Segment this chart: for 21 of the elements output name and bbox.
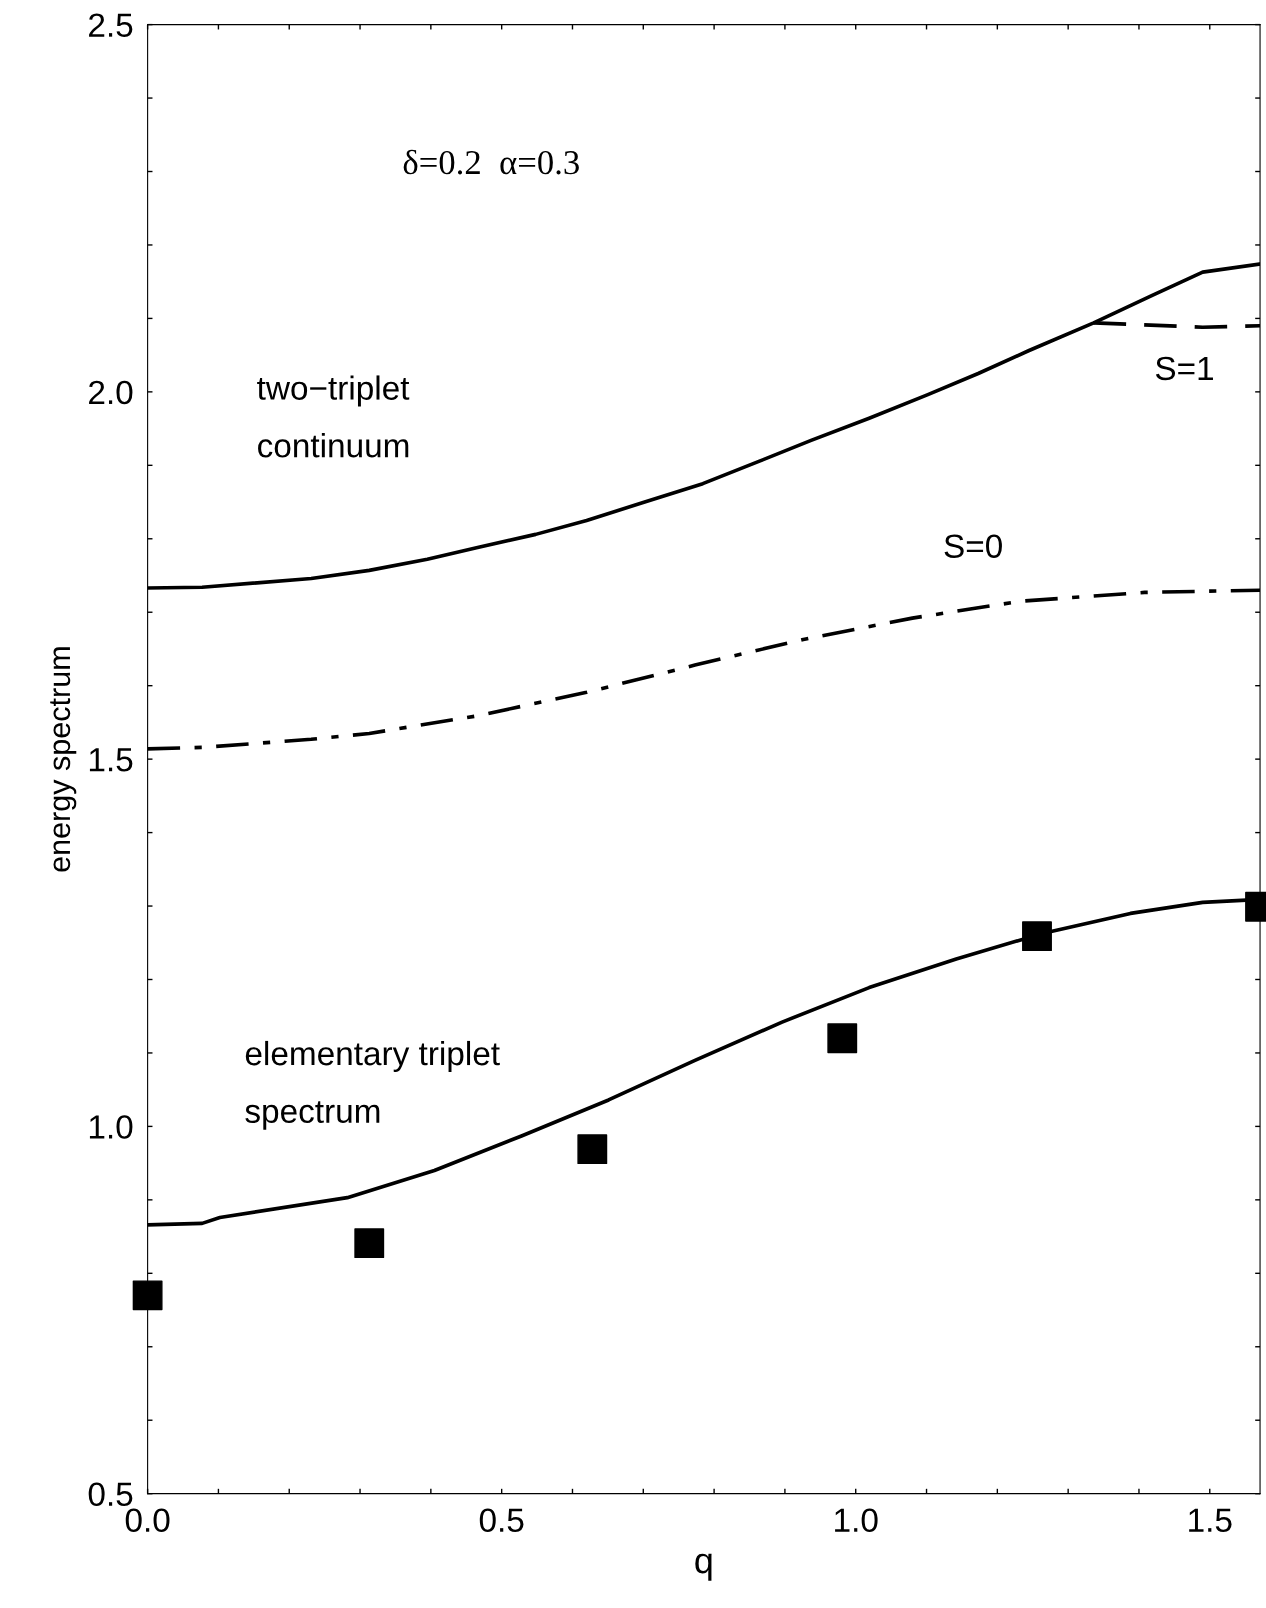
point [827, 1023, 858, 1054]
y-tick-label: 1.0 [89, 1115, 133, 1139]
x-tick-label: 1.0 [835, 1508, 878, 1533]
y-tick-label: 0.5 [88, 1482, 133, 1507]
annotation: S=0 [944, 534, 1002, 559]
annotation: S=1 [1155, 356, 1213, 381]
y-axis-title: energy spectrum [50, 647, 77, 872]
x-tick-label: 0.0 [125, 1508, 170, 1533]
annotation: two−triplet continuum [257, 375, 410, 458]
y-tick-label: 1.5 [89, 748, 133, 772]
y-tick-label: 2.0 [89, 380, 133, 405]
y-tick-label: 2.5 [89, 13, 133, 38]
annotation: elementary triplet spectrum [245, 1040, 500, 1130]
annotation: δ=0.2 α=0.3 [403, 149, 579, 175]
point [132, 1280, 163, 1311]
x-tick-label: 0.5 [479, 1508, 524, 1533]
point [577, 1134, 608, 1165]
x-axis-title: q [695, 1553, 712, 1581]
point [1022, 921, 1052, 952]
x-tick-label: 1.5 [1189, 1508, 1232, 1533]
point [354, 1228, 385, 1259]
